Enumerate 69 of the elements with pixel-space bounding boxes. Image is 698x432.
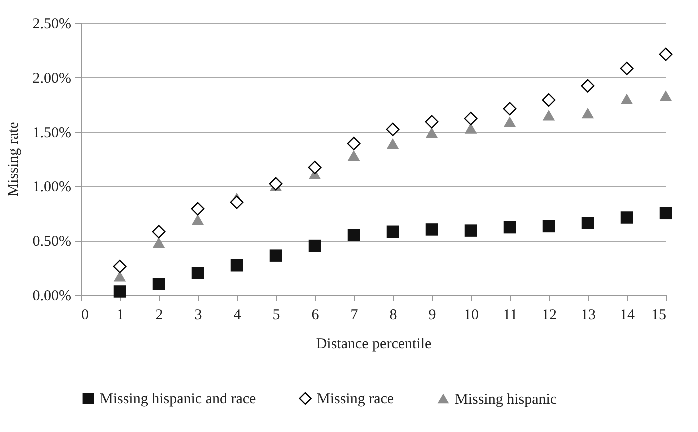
point — [308, 240, 322, 252]
point — [425, 115, 439, 129]
point — [386, 226, 400, 238]
point — [504, 221, 516, 234]
legend-label: Missing race — [317, 392, 394, 408]
point — [348, 150, 360, 162]
y-tick-label: 0.00% — [32, 288, 72, 304]
y-tick-label: 2.50% — [32, 16, 72, 32]
x-tick-label: 13 — [581, 308, 596, 324]
x-tick-label: 1 — [116, 308, 124, 324]
y-axis-title: Missing rate — [6, 122, 22, 197]
point — [348, 229, 360, 242]
x-tick-label: 7 — [350, 308, 359, 324]
point — [542, 110, 556, 121]
point — [270, 250, 282, 262]
point — [620, 94, 634, 104]
y-tick-label: 2.00% — [32, 70, 72, 87]
point — [620, 62, 634, 76]
point — [660, 90, 672, 102]
x-tick-label: 0 — [82, 308, 89, 324]
point — [386, 138, 400, 150]
x-tick-label: 6 — [312, 308, 320, 324]
point — [152, 225, 166, 239]
y-tick-label: 1.00% — [32, 180, 72, 196]
point — [191, 202, 205, 216]
x-tick-label: 15 — [652, 308, 666, 324]
point — [659, 48, 673, 62]
y-tick-label: 0.50% — [32, 234, 72, 250]
point — [542, 94, 556, 107]
x-axis-title: Distance percentile — [316, 336, 432, 352]
point — [230, 196, 244, 210]
point — [582, 217, 594, 230]
x-tick-label: 14 — [620, 308, 636, 324]
x-tick-label: 8 — [390, 308, 398, 324]
point — [152, 278, 166, 290]
point — [113, 260, 127, 274]
y-tick-label: 1.50% — [32, 125, 72, 142]
point — [504, 116, 516, 128]
point — [426, 128, 438, 138]
legend-label: Missing hispanic — [455, 392, 558, 408]
point — [230, 260, 244, 272]
point — [192, 214, 204, 226]
point — [660, 207, 672, 220]
x-tick-label: 9 — [428, 308, 436, 324]
point — [347, 137, 361, 150]
x-tick-label: 5 — [272, 308, 280, 324]
x-tick-label: 3 — [194, 308, 202, 324]
point — [192, 267, 204, 280]
x-tick-label: 2 — [156, 308, 164, 324]
legend-label: Missing hispanic and race — [100, 392, 257, 408]
point — [464, 112, 478, 126]
point — [426, 224, 438, 236]
point — [503, 102, 517, 116]
x-tick-label: 11 — [503, 308, 518, 324]
point — [152, 237, 166, 248]
point — [581, 79, 595, 93]
point — [542, 220, 556, 233]
point — [464, 224, 478, 237]
point — [464, 123, 478, 134]
x-tick-label: 12 — [542, 308, 557, 324]
point — [620, 212, 634, 224]
point — [386, 122, 400, 136]
x-tick-label: 4 — [234, 308, 242, 324]
point — [308, 160, 322, 174]
point — [582, 108, 594, 119]
point — [114, 286, 126, 298]
point — [269, 177, 283, 191]
x-tick-label: 10 — [464, 308, 479, 324]
point — [114, 271, 126, 282]
